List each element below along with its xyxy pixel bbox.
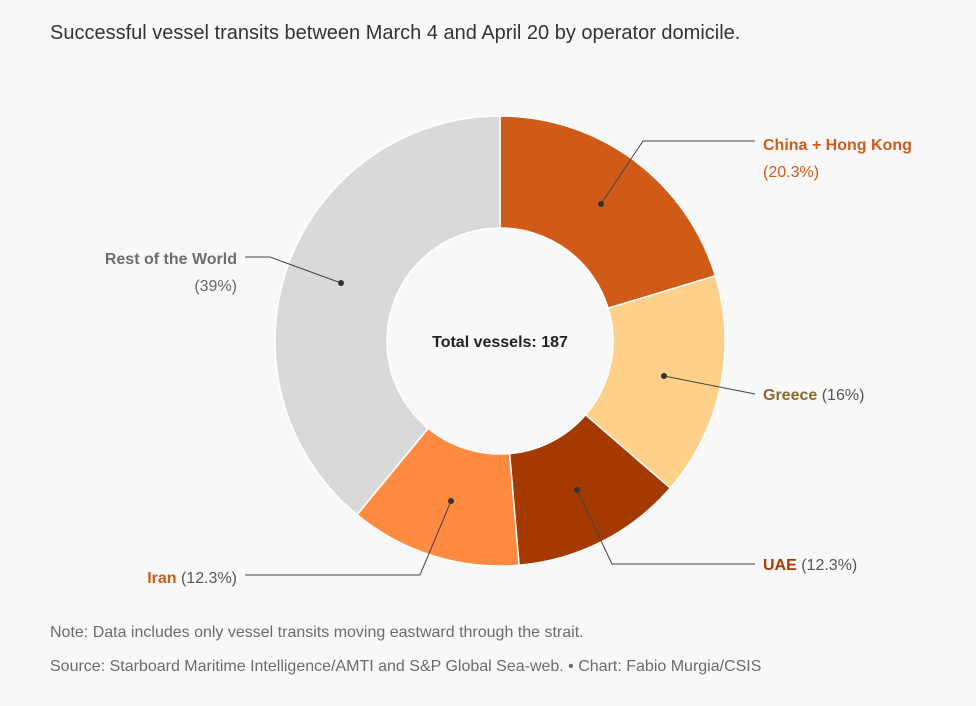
leader-dot-rest-of-the-world bbox=[338, 280, 344, 286]
slice-label-uae: UAE (12.3%) bbox=[763, 557, 857, 574]
leader-dot-iran bbox=[448, 498, 454, 504]
leader-line-uae bbox=[576, 489, 755, 565]
leader-dot-greece bbox=[661, 373, 667, 379]
chart-note: Note: Data includes only vessel transits… bbox=[50, 624, 584, 641]
slice-percent-rest-of-the-world: (39%) bbox=[194, 278, 237, 295]
leader-dot-uae bbox=[574, 487, 580, 493]
slice-china-hong-kong bbox=[499, 115, 717, 310]
slice-percent-china-hong-kong: (20.3%) bbox=[763, 164, 819, 181]
leader-line-china-hong-kong bbox=[600, 140, 755, 205]
slice-name-rest-of-the-world: Rest of the World bbox=[105, 251, 237, 268]
slice-greece bbox=[584, 274, 726, 490]
slice-label-iran: Iran (12.3%) bbox=[147, 570, 237, 587]
chart-source: Source: Starboard Maritime Intelligence/… bbox=[50, 658, 762, 675]
leader-dot-china-hong-kong bbox=[598, 201, 604, 207]
leader-line-iran bbox=[245, 500, 452, 576]
chart-title: Successful vessel transits between March… bbox=[50, 22, 741, 44]
slice-rest-of-the-world bbox=[274, 115, 501, 516]
center-total-label: Total vessels: 187 bbox=[432, 334, 568, 351]
leader-line-rest-of-the-world bbox=[245, 256, 342, 284]
slice-name-china-hong-kong: China + Hong Kong bbox=[763, 137, 912, 154]
leader-line-greece bbox=[663, 375, 756, 395]
slice-label-greece: Greece (16%) bbox=[763, 387, 864, 404]
